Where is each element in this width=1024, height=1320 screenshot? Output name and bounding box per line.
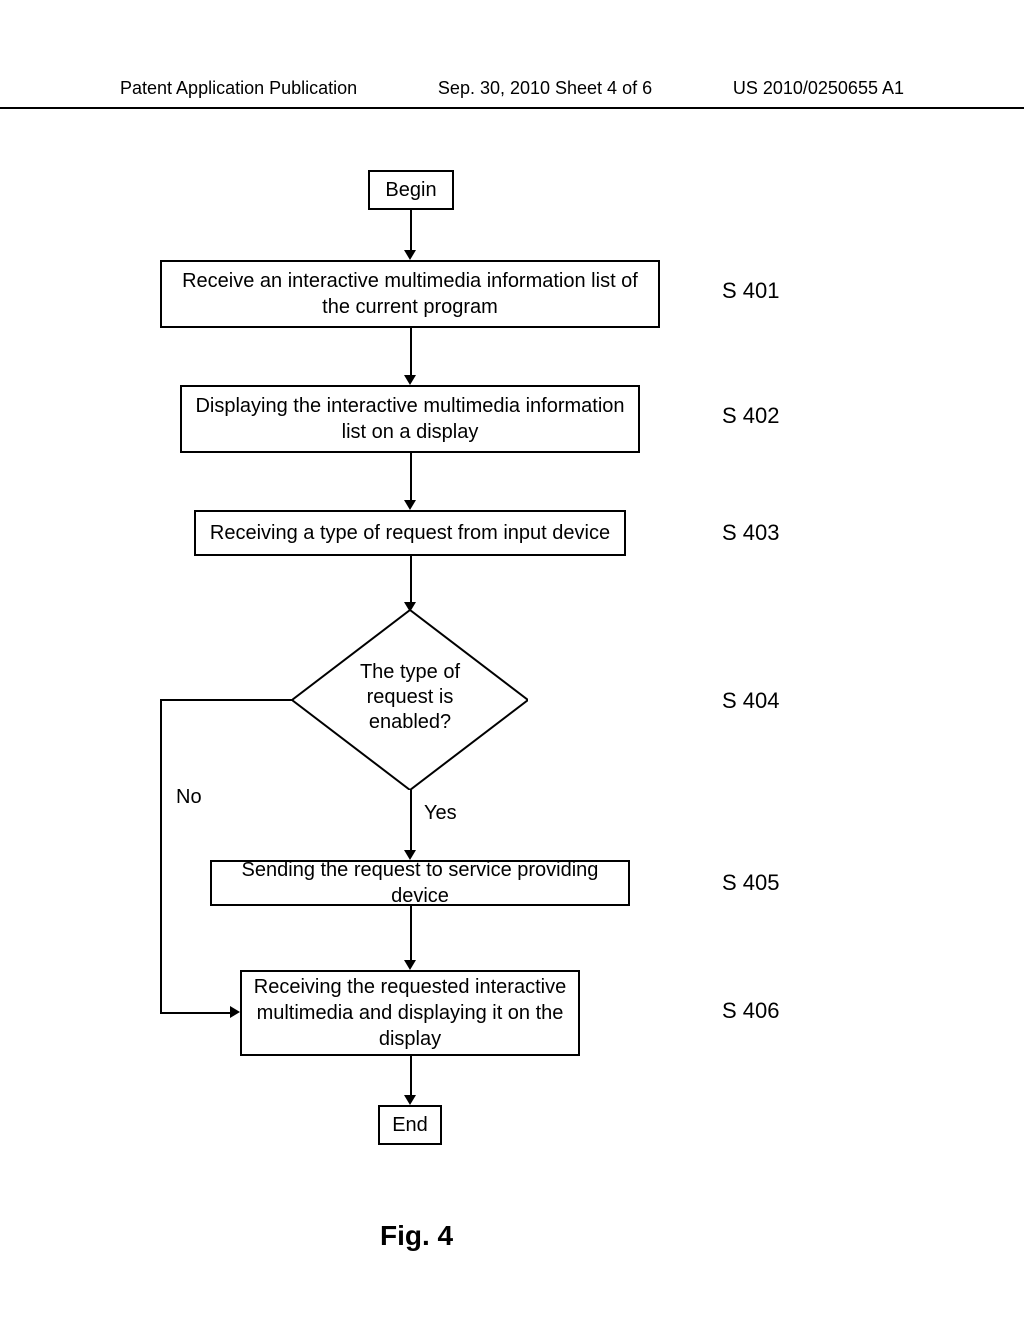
edge-yes-label: Yes [424, 802, 457, 825]
step-s402-label: S 402 [722, 403, 780, 429]
step-s405: Sending the request to service providing… [210, 860, 630, 906]
step-s405-text: Sending the request to service providing… [222, 857, 618, 909]
begin-label: Begin [385, 177, 436, 203]
header-right: US 2010/0250655 A1 [733, 78, 904, 99]
step-s403: Receiving a type of request from input d… [194, 510, 626, 556]
step-s406: Receiving the requested interactive mult… [240, 970, 580, 1056]
figure-label: Fig. 4 [380, 1220, 453, 1252]
begin-node: Begin [368, 170, 454, 210]
arrowhead-s405-s406 [404, 960, 416, 970]
header-left: Patent Application Publication [120, 78, 357, 99]
arrow-s405-s406 [410, 906, 412, 960]
step-s406-label: S 406 [722, 998, 780, 1024]
end-node: End [378, 1105, 442, 1145]
step-s401-text: Receive an interactive multimedia inform… [172, 268, 648, 320]
step-s401: Receive an interactive multimedia inform… [160, 260, 660, 328]
step-s405-label: S 405 [722, 870, 780, 896]
end-label: End [392, 1112, 428, 1138]
arrowhead-no [230, 1006, 240, 1018]
page-header: Patent Application Publication Sep. 30, … [0, 78, 1024, 109]
arrow-s403-s404 [410, 556, 412, 602]
arrow-yes [410, 790, 412, 850]
edge-no-label: No [176, 786, 202, 809]
decision-s404-text: The type of request is enabled? [342, 660, 478, 735]
step-s406-text: Receiving the requested interactive mult… [252, 974, 568, 1052]
arrowhead-begin-s401 [404, 250, 416, 260]
arrow-begin-s401 [410, 210, 412, 250]
arrow-s406-end [410, 1056, 412, 1095]
step-s403-label: S 403 [722, 520, 780, 546]
flowchart-canvas: Begin Receive an interactive multimedia … [0, 140, 1024, 1240]
arrowhead-s401-s402 [404, 375, 416, 385]
step-s403-text: Receiving a type of request from input d… [210, 520, 610, 546]
arrow-no-v [160, 699, 162, 1013]
step-s401-label: S 401 [722, 278, 780, 304]
arrow-s402-s403 [410, 453, 412, 500]
arrowhead-s406-end [404, 1095, 416, 1105]
step-s404-label: S 404 [722, 688, 780, 714]
arrow-s401-s402 [410, 328, 412, 375]
arrow-no-h1 [160, 699, 292, 701]
arrowhead-s402-s403 [404, 500, 416, 510]
step-s402-text: Displaying the interactive multimedia in… [192, 393, 628, 445]
arrow-no-h2 [160, 1012, 230, 1014]
step-s402: Displaying the interactive multimedia in… [180, 385, 640, 453]
header-center: Sep. 30, 2010 Sheet 4 of 6 [438, 78, 652, 99]
